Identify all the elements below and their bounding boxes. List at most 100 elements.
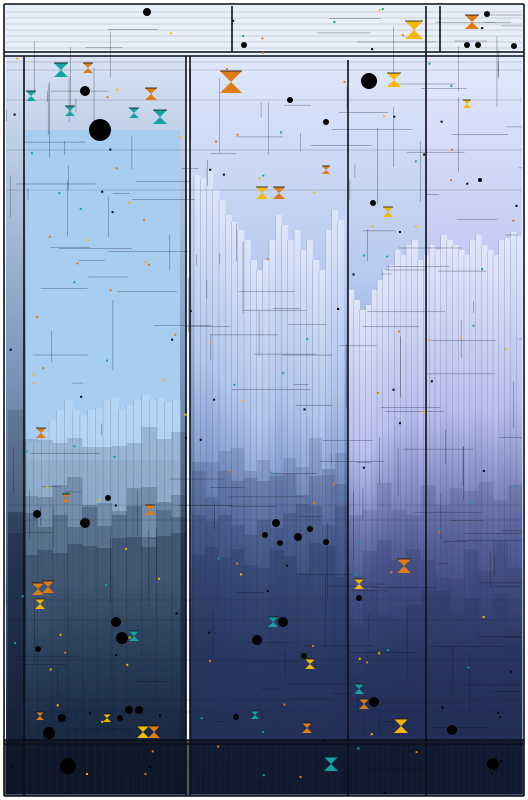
black-dot: [233, 714, 239, 720]
speck: [382, 115, 385, 118]
right-column: [406, 245, 413, 794]
hourglass-glyph: [103, 714, 111, 722]
left-column: [133, 400, 142, 794]
speck: [14, 642, 16, 645]
middle-shade: [257, 520, 271, 794]
middle-shade: [244, 535, 258, 794]
black-dot: [33, 510, 41, 518]
right-shade: [362, 510, 378, 794]
right-shade: [377, 483, 392, 794]
speck: [481, 27, 484, 30]
middle-column: [325, 230, 332, 794]
hourglass-glyph: [35, 599, 45, 609]
left-shade: [156, 502, 172, 794]
middle-column: [250, 260, 257, 794]
left-column: [87, 410, 96, 794]
left-column: [64, 400, 73, 794]
speck: [209, 660, 211, 663]
speck: [333, 21, 336, 23]
speck: [343, 81, 346, 83]
speck: [323, 739, 326, 742]
left-column: [72, 410, 81, 794]
right-column: [371, 290, 378, 794]
middle-shade: [270, 550, 284, 794]
left-shade: [141, 487, 157, 794]
speck: [144, 772, 147, 775]
middle-shade: [205, 547, 219, 794]
speck: [482, 469, 485, 472]
speck: [115, 167, 118, 170]
left-shade: [156, 510, 172, 794]
right-column: [435, 250, 442, 794]
right-shade: [478, 571, 494, 794]
left-shade: [111, 511, 127, 794]
speck: [423, 153, 426, 156]
speck: [174, 333, 177, 336]
right-column: [417, 260, 424, 794]
hourglass-glyph: [302, 723, 312, 733]
hourglass-glyph: [305, 659, 315, 669]
hourglass-glyph: [397, 559, 411, 573]
speck: [233, 383, 236, 386]
speck: [378, 652, 381, 655]
left-column: [164, 402, 173, 794]
speck: [143, 218, 146, 221]
speck: [127, 201, 130, 204]
speck: [441, 706, 444, 709]
speck: [352, 273, 355, 276]
middle-column: [262, 260, 270, 794]
middle-shade: [283, 474, 297, 794]
speck: [105, 584, 108, 586]
hourglass-glyph: [268, 617, 278, 627]
black-dot: [272, 519, 280, 527]
speck: [13, 113, 16, 116]
speck: [73, 445, 76, 448]
left-shade: [8, 512, 24, 794]
speck: [340, 496, 343, 499]
black-dot: [60, 758, 76, 774]
middle-shade: [244, 478, 258, 794]
middle-column: [231, 222, 239, 794]
speck: [65, 492, 68, 495]
black-dot: [356, 595, 362, 601]
speck: [213, 398, 216, 401]
speck: [115, 654, 118, 656]
hourglass-glyph: [83, 63, 93, 73]
speck: [499, 760, 502, 763]
speck: [111, 211, 114, 214]
black-dot: [294, 533, 302, 541]
speck: [386, 255, 389, 258]
left-shade: [82, 507, 98, 794]
middle-shade: [296, 504, 310, 794]
black-dot: [262, 532, 268, 538]
speck: [261, 51, 264, 54]
middle-shade: [296, 573, 310, 794]
right-column: [498, 240, 505, 794]
left-shade: [52, 443, 68, 794]
speck: [499, 716, 502, 719]
hourglass-glyph: [394, 719, 408, 733]
hourglass-glyph: [145, 88, 157, 100]
speck: [189, 310, 192, 313]
speck: [159, 714, 161, 717]
speck: [358, 657, 361, 660]
middle-shade: [257, 481, 271, 794]
black-dot: [323, 539, 329, 545]
speck: [241, 399, 244, 402]
hourglass-glyph: [324, 757, 338, 771]
speck: [282, 372, 285, 375]
speck: [398, 330, 401, 333]
speck: [440, 120, 443, 123]
speck: [114, 504, 117, 507]
speck: [101, 190, 104, 193]
black-dot: [369, 697, 379, 707]
hourglass-glyph: [54, 63, 68, 77]
hourglass-glyph: [354, 684, 364, 694]
speck: [450, 148, 453, 151]
middle-column: [275, 215, 282, 794]
right-shade: [420, 560, 436, 794]
right-column: [382, 270, 389, 794]
right-shade: [507, 485, 523, 794]
black-dot: [105, 495, 111, 501]
